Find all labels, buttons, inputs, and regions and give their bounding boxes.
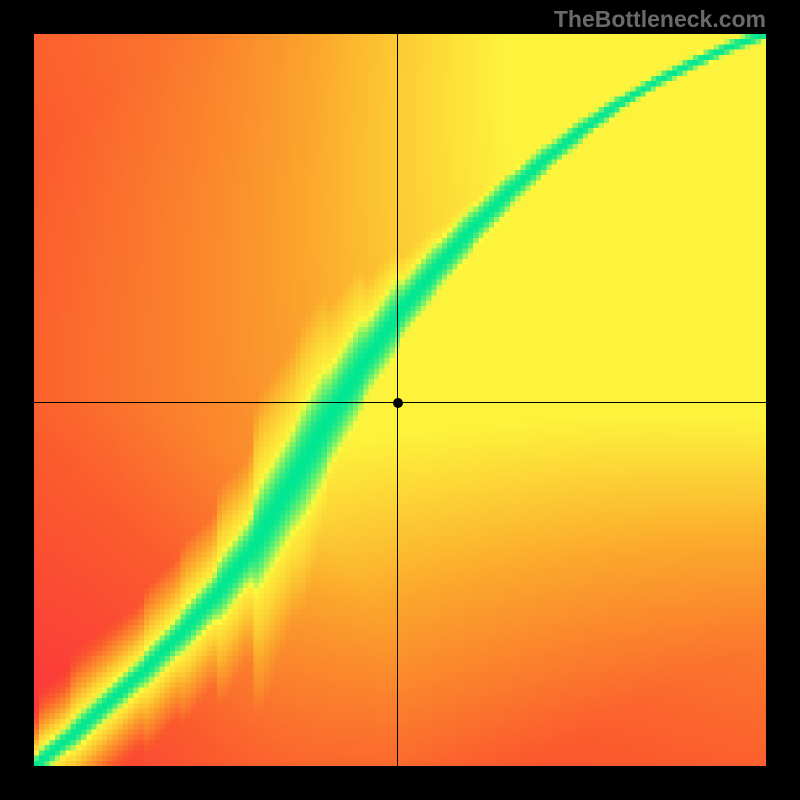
watermark-text: TheBottleneck.com — [554, 6, 766, 33]
crosshair-marker — [393, 398, 403, 408]
